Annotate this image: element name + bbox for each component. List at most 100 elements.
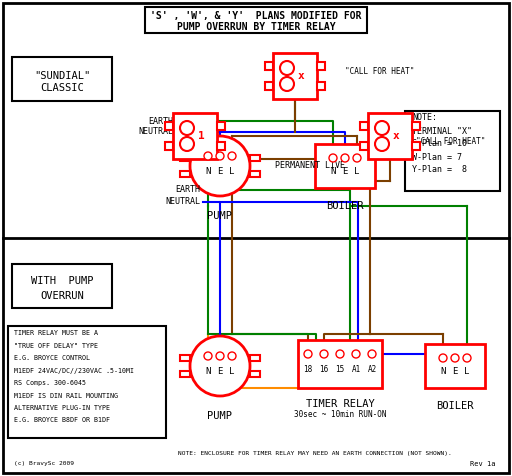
Text: L: L bbox=[229, 167, 234, 176]
Text: WITH  PUMP: WITH PUMP bbox=[31, 276, 93, 286]
Text: N: N bbox=[205, 367, 210, 376]
Bar bbox=[317, 82, 325, 90]
Circle shape bbox=[304, 350, 312, 358]
Text: S-Plan = 10: S-Plan = 10 bbox=[412, 139, 467, 149]
Circle shape bbox=[228, 352, 236, 360]
Text: PERMANENT LIVE: PERMANENT LIVE bbox=[275, 161, 345, 170]
Text: NOTE:: NOTE: bbox=[412, 113, 437, 122]
Text: BOILER: BOILER bbox=[326, 201, 364, 211]
Circle shape bbox=[190, 336, 250, 396]
Text: 'S' , 'W', & 'Y'  PLANS MODIFIED FOR: 'S' , 'W', & 'Y' PLANS MODIFIED FOR bbox=[150, 11, 362, 21]
Text: A1: A1 bbox=[351, 366, 360, 375]
Bar bbox=[217, 122, 225, 130]
Text: M1EDF 24VAC/DC//230VAC .5-10MI: M1EDF 24VAC/DC//230VAC .5-10MI bbox=[14, 367, 134, 374]
Circle shape bbox=[216, 352, 224, 360]
Text: 1: 1 bbox=[198, 131, 204, 141]
Text: 15: 15 bbox=[335, 366, 345, 375]
Circle shape bbox=[336, 350, 344, 358]
Text: L: L bbox=[229, 367, 234, 376]
Bar bbox=[298, 340, 382, 388]
Text: NEUTRAL: NEUTRAL bbox=[165, 198, 200, 207]
Circle shape bbox=[451, 354, 459, 362]
Text: TIMER RELAY: TIMER RELAY bbox=[306, 399, 374, 409]
Bar bbox=[217, 142, 225, 150]
Circle shape bbox=[204, 352, 212, 360]
Bar bbox=[180, 371, 190, 377]
Text: E: E bbox=[217, 167, 223, 176]
Circle shape bbox=[463, 354, 471, 362]
Text: EARTH: EARTH bbox=[175, 186, 200, 195]
Text: E: E bbox=[452, 367, 458, 376]
Text: OVERRUN: OVERRUN bbox=[40, 291, 84, 301]
Bar bbox=[317, 62, 325, 70]
Text: EARTH: EARTH bbox=[148, 117, 173, 126]
Text: L: L bbox=[354, 167, 360, 176]
Text: "TRUE OFF DELAY" TYPE: "TRUE OFF DELAY" TYPE bbox=[14, 343, 98, 348]
Bar bbox=[412, 142, 420, 150]
Bar bbox=[250, 371, 260, 377]
Text: TIMER RELAY MUST BE A: TIMER RELAY MUST BE A bbox=[14, 330, 98, 336]
Text: E.G. BROYCE CONTROL: E.G. BROYCE CONTROL bbox=[14, 355, 90, 361]
Text: 18: 18 bbox=[304, 366, 313, 375]
Text: CLASSIC: CLASSIC bbox=[40, 83, 84, 93]
Text: BOILER: BOILER bbox=[436, 401, 474, 411]
Text: M1EDF IS DIN RAIL MOUNTING: M1EDF IS DIN RAIL MOUNTING bbox=[14, 393, 118, 398]
Bar bbox=[8, 326, 166, 438]
Text: NOTE: ENCLOSURE FOR TIMER RELAY MAY NEED AN EARTH CONNECTION (NOT SHOWN).: NOTE: ENCLOSURE FOR TIMER RELAY MAY NEED… bbox=[178, 452, 452, 456]
Bar bbox=[12, 57, 112, 101]
Bar bbox=[250, 171, 260, 177]
Circle shape bbox=[375, 137, 389, 151]
Circle shape bbox=[329, 154, 337, 162]
Text: PUMP: PUMP bbox=[207, 411, 232, 421]
Circle shape bbox=[216, 152, 224, 160]
Text: PUMP: PUMP bbox=[207, 211, 232, 221]
Bar bbox=[315, 144, 375, 188]
Text: "CALL FOR HEAT": "CALL FOR HEAT" bbox=[416, 137, 485, 146]
Text: RS Comps. 300-6045: RS Comps. 300-6045 bbox=[14, 380, 86, 386]
Circle shape bbox=[190, 136, 250, 196]
Bar bbox=[250, 155, 260, 161]
Text: E.G. BROYCE B8DF OR B1DF: E.G. BROYCE B8DF OR B1DF bbox=[14, 417, 110, 424]
Bar bbox=[145, 7, 367, 33]
Bar bbox=[265, 62, 273, 70]
Text: W-Plan = 7: W-Plan = 7 bbox=[412, 152, 462, 161]
Circle shape bbox=[353, 154, 361, 162]
Bar bbox=[405, 111, 500, 191]
Bar bbox=[360, 122, 368, 130]
Bar bbox=[180, 171, 190, 177]
Text: N: N bbox=[330, 167, 336, 176]
Bar bbox=[173, 113, 217, 159]
Circle shape bbox=[180, 137, 194, 151]
Circle shape bbox=[228, 152, 236, 160]
Circle shape bbox=[204, 152, 212, 160]
Bar bbox=[165, 122, 173, 130]
Text: N: N bbox=[205, 167, 210, 176]
Text: ALTERNATIVE PLUG-IN TYPE: ALTERNATIVE PLUG-IN TYPE bbox=[14, 405, 110, 411]
Text: 30sec ~ 10min RUN-ON: 30sec ~ 10min RUN-ON bbox=[294, 410, 386, 419]
Text: TERMINAL "X": TERMINAL "X" bbox=[412, 127, 472, 136]
Text: x: x bbox=[393, 131, 399, 141]
Text: PUMP OVERRUN BY TIMER RELAY: PUMP OVERRUN BY TIMER RELAY bbox=[177, 22, 335, 32]
Bar bbox=[12, 264, 112, 308]
Circle shape bbox=[280, 77, 294, 91]
Bar bbox=[250, 355, 260, 361]
Bar bbox=[180, 155, 190, 161]
Text: (c) BravySc 2009: (c) BravySc 2009 bbox=[14, 462, 74, 466]
Bar bbox=[273, 53, 317, 99]
Bar bbox=[425, 344, 485, 388]
Bar bbox=[165, 142, 173, 150]
Circle shape bbox=[368, 350, 376, 358]
Text: L: L bbox=[464, 367, 470, 376]
Text: 16: 16 bbox=[319, 366, 329, 375]
Circle shape bbox=[280, 61, 294, 75]
Bar bbox=[412, 122, 420, 130]
Bar bbox=[360, 142, 368, 150]
Text: "SUNDIAL": "SUNDIAL" bbox=[34, 71, 90, 81]
Text: A2: A2 bbox=[368, 366, 377, 375]
Bar bbox=[180, 355, 190, 361]
Text: "CALL FOR HEAT": "CALL FOR HEAT" bbox=[345, 67, 414, 76]
Text: E: E bbox=[343, 167, 348, 176]
Bar bbox=[265, 82, 273, 90]
Circle shape bbox=[352, 350, 360, 358]
Circle shape bbox=[341, 154, 349, 162]
